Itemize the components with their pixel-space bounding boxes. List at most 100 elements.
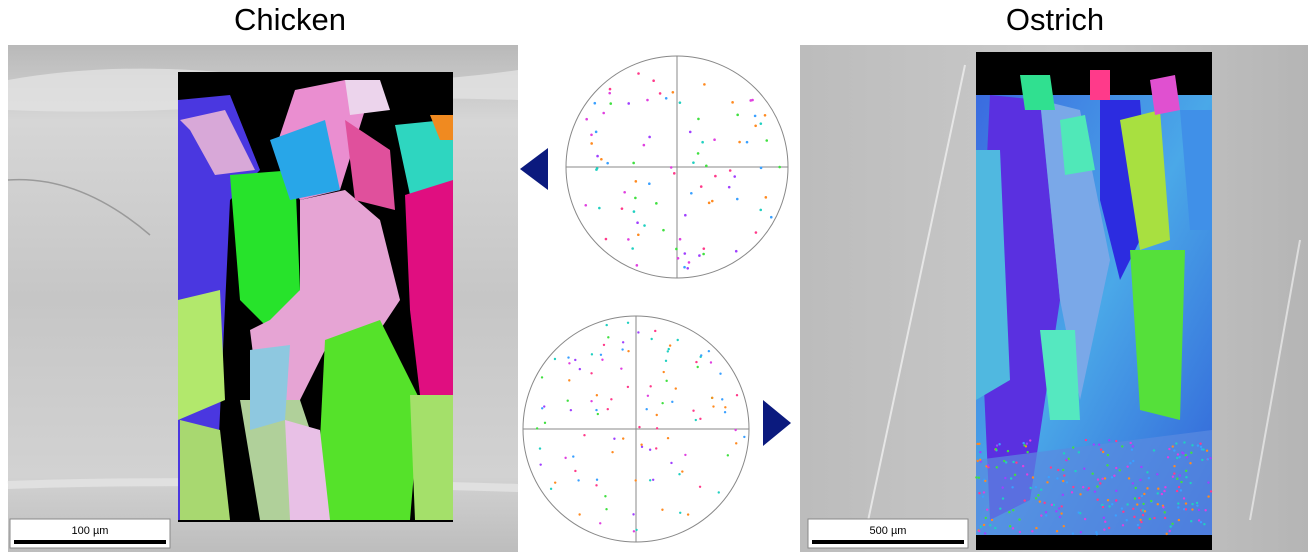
speckle xyxy=(538,447,542,450)
speckle xyxy=(572,455,575,458)
speckle xyxy=(553,481,557,484)
speckle xyxy=(1096,498,1099,501)
speckle xyxy=(1074,469,1077,473)
speckle xyxy=(632,513,635,516)
speckle xyxy=(999,507,1002,510)
speckle xyxy=(701,140,704,144)
speckle xyxy=(638,425,641,429)
speckle xyxy=(646,98,649,102)
speckle xyxy=(664,359,668,363)
speckle xyxy=(978,442,981,446)
speckle xyxy=(683,265,686,269)
speckle xyxy=(1163,489,1166,493)
speckle xyxy=(1171,522,1174,526)
speckle xyxy=(1091,472,1094,475)
speckle xyxy=(1175,442,1178,445)
speckle xyxy=(684,213,687,217)
speckle xyxy=(1021,464,1025,468)
speckle xyxy=(1136,503,1139,506)
speckle xyxy=(731,101,734,104)
speckle xyxy=(700,354,703,357)
speckle xyxy=(765,139,769,142)
speckle xyxy=(1072,446,1075,449)
speckle xyxy=(1185,475,1188,479)
speckle xyxy=(695,360,698,364)
speckle xyxy=(590,133,593,137)
speckle xyxy=(711,396,714,400)
speckle xyxy=(679,511,682,514)
speckle xyxy=(1003,459,1006,463)
speckle xyxy=(567,356,570,359)
speckle xyxy=(1023,444,1026,447)
speckle xyxy=(1191,444,1194,447)
speckle xyxy=(1083,467,1086,470)
speckle xyxy=(620,207,624,210)
speckle xyxy=(649,385,652,388)
speckle xyxy=(1133,515,1136,519)
speckle xyxy=(1176,477,1179,480)
speckle xyxy=(651,478,655,481)
speckle xyxy=(596,154,599,158)
speckle xyxy=(1044,510,1048,514)
speckle xyxy=(1029,439,1032,442)
speckle xyxy=(654,329,657,333)
speckle xyxy=(634,180,638,183)
speckle xyxy=(1060,512,1063,515)
speckle xyxy=(749,99,753,102)
speckle xyxy=(535,427,539,430)
speckle xyxy=(1106,499,1110,502)
speckle xyxy=(981,495,985,498)
speckle xyxy=(643,224,646,227)
speckle xyxy=(539,463,542,466)
speckle xyxy=(595,394,599,397)
speckle xyxy=(1199,445,1203,449)
speckle xyxy=(634,196,637,200)
speckle xyxy=(1180,480,1183,484)
speckle xyxy=(1079,493,1082,496)
speckle xyxy=(655,202,658,205)
speckle xyxy=(1008,511,1011,514)
speckle xyxy=(1004,476,1007,480)
speckle xyxy=(661,401,664,405)
speckle xyxy=(584,203,588,207)
speckle xyxy=(1065,458,1069,461)
speckle xyxy=(602,111,605,115)
speckle xyxy=(678,237,682,241)
arrow-right xyxy=(763,400,791,446)
speckle xyxy=(1177,502,1180,505)
speckle xyxy=(543,421,547,425)
speckle xyxy=(1189,481,1192,485)
speckle xyxy=(979,525,983,528)
speckle xyxy=(678,473,681,476)
speckle xyxy=(1156,473,1159,476)
speckle xyxy=(1195,501,1199,505)
speckle xyxy=(1196,504,1199,507)
speckle xyxy=(1012,460,1015,464)
speckle xyxy=(676,338,679,342)
speckle xyxy=(1095,531,1098,534)
speckle xyxy=(1062,452,1066,455)
speckle xyxy=(1199,442,1202,445)
speckle xyxy=(598,206,601,210)
speckle xyxy=(1138,526,1141,529)
speckle xyxy=(1136,523,1140,527)
speckle xyxy=(697,117,700,121)
speckle xyxy=(694,418,698,422)
speckle xyxy=(1140,494,1144,498)
speckle xyxy=(608,87,612,91)
speckle xyxy=(569,408,573,412)
speckle xyxy=(1173,449,1176,452)
speckle xyxy=(1031,476,1035,479)
speckle xyxy=(543,405,546,408)
speckle xyxy=(1153,516,1156,520)
speckle xyxy=(574,358,577,362)
speckle xyxy=(1185,456,1189,459)
speckle xyxy=(1179,489,1183,492)
speckle xyxy=(1190,451,1193,454)
speckle xyxy=(1037,494,1040,497)
speckle xyxy=(549,487,553,491)
speckle xyxy=(1163,511,1166,514)
speckle xyxy=(698,485,702,489)
speckle xyxy=(637,72,640,75)
speckle xyxy=(590,399,593,403)
